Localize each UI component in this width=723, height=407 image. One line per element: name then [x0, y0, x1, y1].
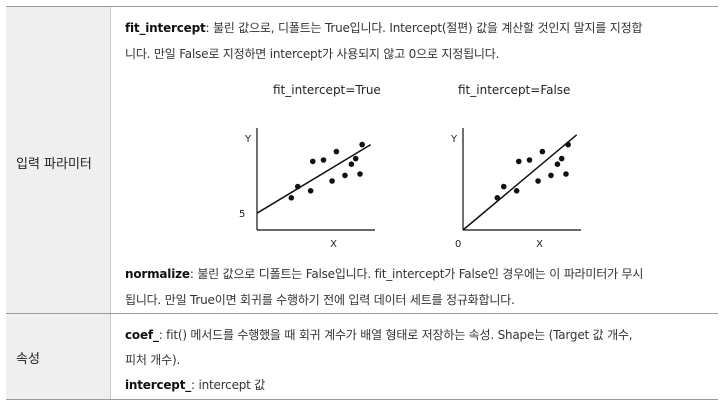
coef-line-2: 피처 개수). [125, 353, 181, 367]
intercept-attr-name: intercept_ [125, 378, 192, 392]
fit-intercept-line-1: fit_intercept: 불린 값으로, 디폴트는 True입니다. Int… [125, 19, 642, 36]
regression-line [462, 134, 578, 231]
attrs-label: 속성 [16, 352, 40, 367]
scatter-point [342, 172, 348, 179]
scatter-point [320, 157, 327, 163]
coef-desc-1: : fit() 메서드를 수행했을 때 회귀 계수가 배열 형태로 저장하는 속… [158, 328, 633, 342]
scatter-point [309, 158, 316, 165]
x-axis-label: X [536, 239, 543, 250]
attrs-label-cell: 속성 [6, 314, 111, 399]
chart-fit-intercept-false: Y X 0 [450, 128, 581, 250]
intercept-attr-line: intercept_: intercept 값 [125, 376, 265, 393]
parameter-table: 입력 파라미터 fit_intercept: 불린 값으로, 디폴트는 True… [6, 6, 718, 400]
scatter-point [359, 141, 365, 148]
intercept-tick-label: 5 [239, 209, 245, 220]
scatter-point [348, 161, 355, 167]
scatter-point [307, 188, 314, 194]
normalize-line-2: 됩니다. 만일 True이면 회귀를 수행하기 전에 입력 데이터 세트를 정규… [125, 293, 515, 307]
scatter-point [515, 158, 522, 165]
intercept-attr-desc: : intercept 값 [191, 378, 266, 392]
scatter-point [539, 148, 546, 155]
regression-line [256, 143, 372, 214]
chart-title-false: fit_intercept=False [458, 83, 571, 97]
attrs-row: 속성 coef_: fit() 메서드를 수행했을 때 회귀 계수가 배열 형태… [6, 314, 718, 399]
scatter-point [329, 178, 335, 184]
scatter-point [494, 195, 501, 201]
fit-intercept-line-2: 니다. 만일 False로 지정하면 intercept가 사용되지 않고 0으… [125, 47, 500, 61]
fit-intercept-desc-1: : 불린 값으로, 디폴트는 True입니다. Intercept(절편) 값을… [205, 21, 643, 35]
scatter-point [526, 157, 533, 163]
y-axis-label: Y [244, 134, 252, 145]
chart0-plot: Y X 5 [239, 128, 375, 250]
x-axis-label: X [330, 239, 337, 250]
normalize-line-1: normalize: 불린 값으로 디폴트는 False입니다. fit_int… [125, 265, 643, 282]
chart1-plot: Y X 0 [450, 128, 581, 250]
scatter-point [554, 161, 561, 167]
coef-line-1: coef_: fit() 메서드를 수행했을 때 회귀 계수가 배열 형태로 저… [125, 326, 633, 343]
coef-name: coef_ [125, 328, 159, 342]
chart-title-true: fit_intercept=True [273, 83, 381, 97]
normalize-name: normalize [125, 267, 190, 281]
scatter-point [294, 183, 301, 190]
scatter-point [357, 171, 363, 177]
scatter-point [565, 141, 571, 148]
fit-intercept-name: fit_intercept [125, 21, 206, 35]
scatter-point [563, 171, 569, 177]
scatter-point [352, 155, 359, 162]
y-axis-label: Y [450, 134, 458, 145]
normalize-desc-1: : 불린 값으로 디폴트는 False입니다. fit_intercept가 F… [189, 267, 644, 281]
chart-fit-intercept-true: Y X 5 [239, 128, 375, 250]
params-label-cell: 입력 파라미터 [6, 7, 111, 313]
scatter-point [548, 172, 554, 179]
scatter-point [333, 148, 340, 155]
scatter-point [535, 178, 541, 184]
scatter-point [500, 183, 507, 190]
origin-tick-label: 0 [455, 239, 461, 250]
scatter-point [558, 155, 565, 162]
scatter-point [288, 195, 295, 201]
scatter-point [513, 188, 520, 194]
params-row: 입력 파라미터 fit_intercept: 불린 값으로, 디폴트는 True… [6, 7, 718, 314]
params-label: 입력 파라미터 [16, 157, 92, 172]
